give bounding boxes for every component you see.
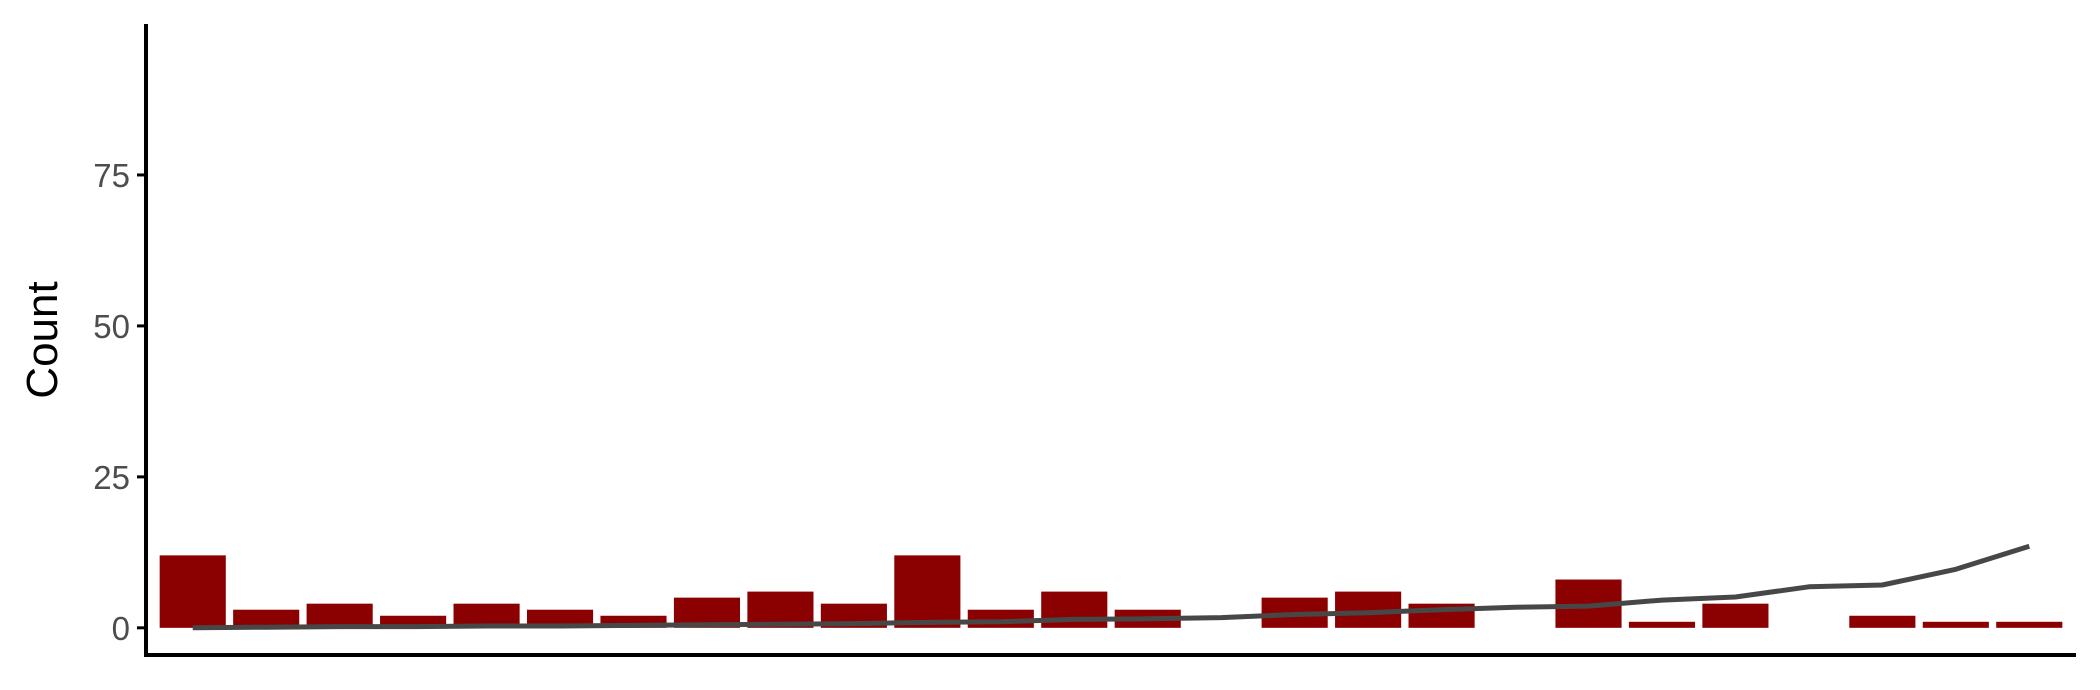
bar bbox=[306, 603, 373, 628]
y-tick-label: 50 bbox=[93, 308, 130, 345]
bar bbox=[233, 609, 300, 628]
bar bbox=[1628, 621, 1696, 628]
trend-line bbox=[192, 543, 2031, 631]
bar bbox=[526, 609, 594, 628]
bar bbox=[894, 555, 961, 628]
bar bbox=[1849, 615, 1916, 628]
y-tick-label: 25 bbox=[93, 459, 130, 496]
bar bbox=[1702, 603, 1769, 628]
y-tick-label: 75 bbox=[93, 157, 130, 194]
bar bbox=[159, 555, 226, 628]
bar bbox=[1996, 621, 2063, 628]
y-axis-title: Count bbox=[18, 281, 67, 398]
y-ticks-group: 0 25 50 75 bbox=[93, 157, 146, 647]
bar bbox=[1922, 621, 1989, 628]
y-tick-label: 0 bbox=[112, 610, 130, 647]
